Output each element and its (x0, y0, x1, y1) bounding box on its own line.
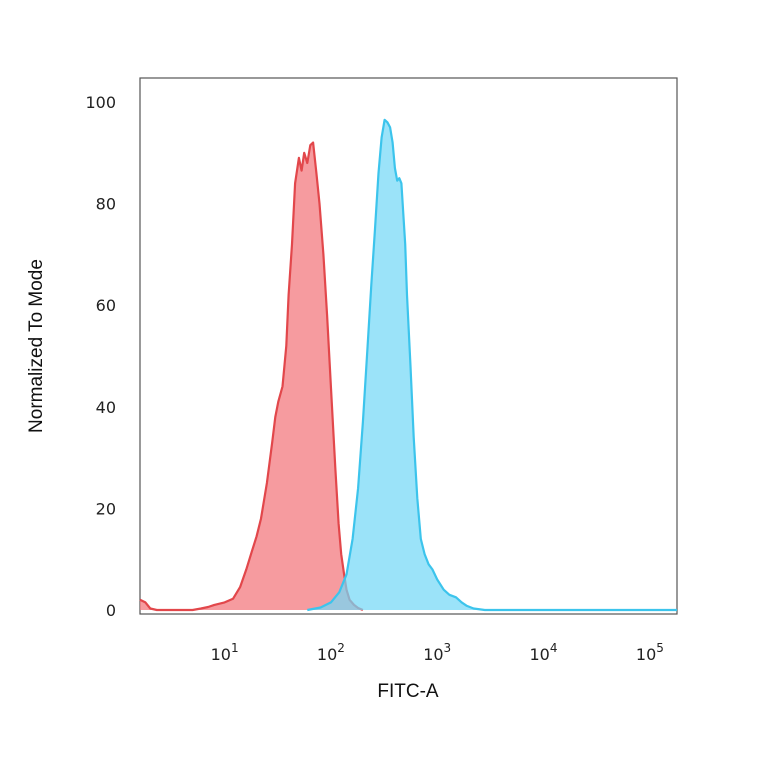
x-tick-label: 105 (636, 641, 664, 664)
x-axis-label: FITC-A (377, 681, 439, 702)
series-1-fill (140, 142, 363, 610)
y-tick-label: 20 (96, 499, 116, 518)
x-tick-label: 103 (423, 641, 451, 664)
y-tick-label: 0 (106, 601, 116, 620)
y-tick-label: 100 (85, 93, 116, 112)
x-tick-label: 102 (317, 641, 345, 664)
series-2-fill (307, 119, 677, 611)
y-axis-label: Normalized To Mode (26, 259, 47, 433)
y-axis-ticks: 0 20 40 60 80 100 (85, 93, 116, 620)
series-1-line (139, 141, 364, 612)
y-tick-label: 60 (96, 296, 116, 315)
x-tick-label: 101 (211, 641, 239, 664)
series-2-line (307, 118, 677, 612)
y-tick-label: 80 (96, 195, 116, 214)
y-tick-label: 40 (96, 398, 116, 417)
x-tick-label: 104 (530, 641, 558, 664)
x-axis-ticks: 101 102 103 104 105 (211, 641, 664, 664)
series-layer (139, 118, 677, 612)
